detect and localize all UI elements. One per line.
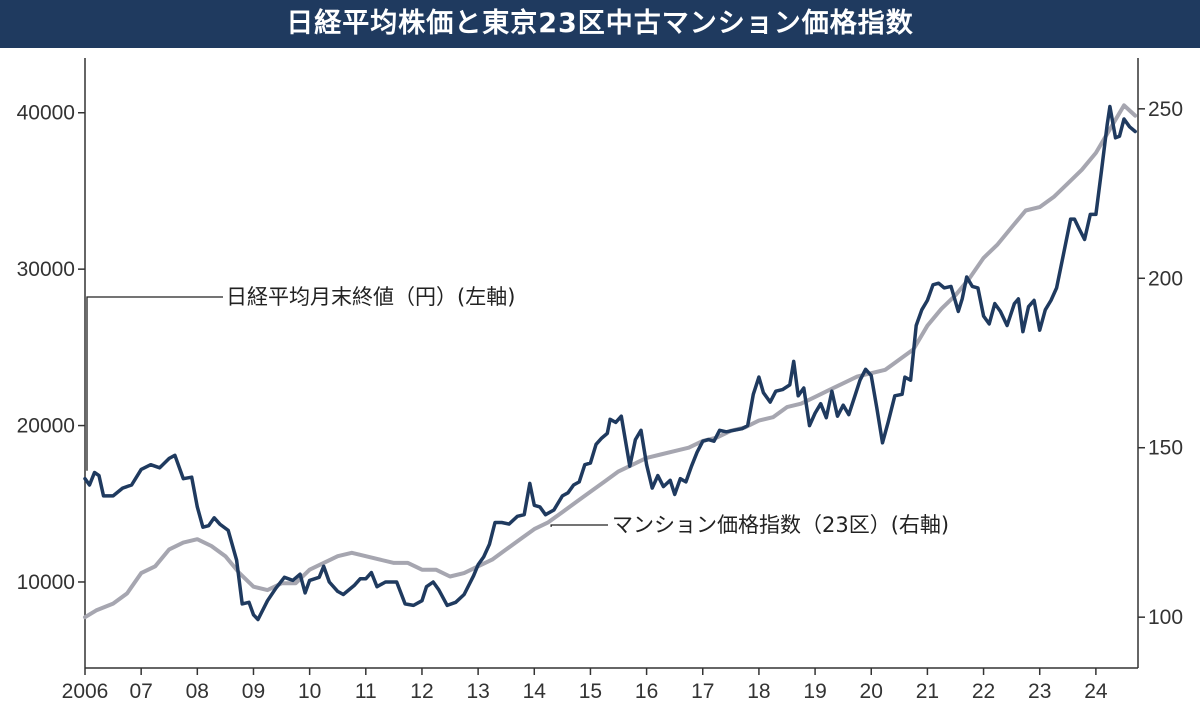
annotation-leader-nikkei — [86, 296, 223, 471]
x-tick-label: 08 — [186, 680, 209, 703]
axes: 10000 20000 30000 40000 100 150 200 250 2006 07 08… — [17, 58, 1183, 703]
x-tick-label: 22 — [972, 680, 995, 703]
title-bar — [0, 0, 1200, 48]
chart-title: 日経平均株価と東京23区中古マンション価格指数 — [286, 8, 914, 39]
y-left-tick-label: 30000 — [17, 258, 75, 281]
x-tick-label: 19 — [803, 680, 826, 703]
y-left-tick-label: 20000 — [17, 415, 75, 438]
series-line-mansion — [83, 103, 1138, 620]
x-tick-label: 09 — [242, 680, 265, 703]
y-right-tick-label: 200 — [1148, 267, 1183, 290]
annotation-layer: 日経平均月末終値（円）(左軸) マンション価格指数（23区）(右軸) — [86, 285, 949, 537]
y-right-tick-label: 150 — [1148, 437, 1183, 460]
x-tick-label: 17 — [691, 680, 714, 703]
series-layer — [83, 103, 1138, 622]
x-tick-label: 14 — [523, 680, 547, 703]
x-tick-label: 15 — [579, 680, 602, 703]
x-tick-label: 16 — [635, 680, 658, 703]
y-left-tick-label: 40000 — [17, 102, 75, 125]
annotation-leader-mansion — [550, 524, 608, 527]
x-tick-label: 23 — [1028, 680, 1051, 703]
x-tick-label: 24 — [1084, 680, 1108, 703]
x-tick-label: 13 — [466, 680, 489, 703]
x-tick-label: 10 — [298, 680, 321, 703]
series-line-nikkei — [83, 104, 1137, 622]
annotation-label-mansion: マンション価格指数（23区）(右軸) — [612, 513, 949, 537]
x-tick-label: 21 — [916, 680, 939, 703]
y-right-tick-label: 100 — [1148, 606, 1183, 629]
y-right-tick-label: 250 — [1148, 98, 1183, 121]
annotation-label-nikkei: 日経平均月末終値（円）(左軸) — [226, 285, 515, 309]
x-tick-label: 20 — [860, 680, 883, 703]
x-tick-label: 18 — [747, 680, 770, 703]
x-tick-label: 12 — [410, 680, 433, 703]
x-tick-label: 11 — [355, 680, 377, 703]
x-tick-label: 07 — [129, 680, 152, 703]
x-tick-label: 2006 — [62, 680, 109, 703]
y-left-tick-label: 10000 — [17, 571, 75, 594]
